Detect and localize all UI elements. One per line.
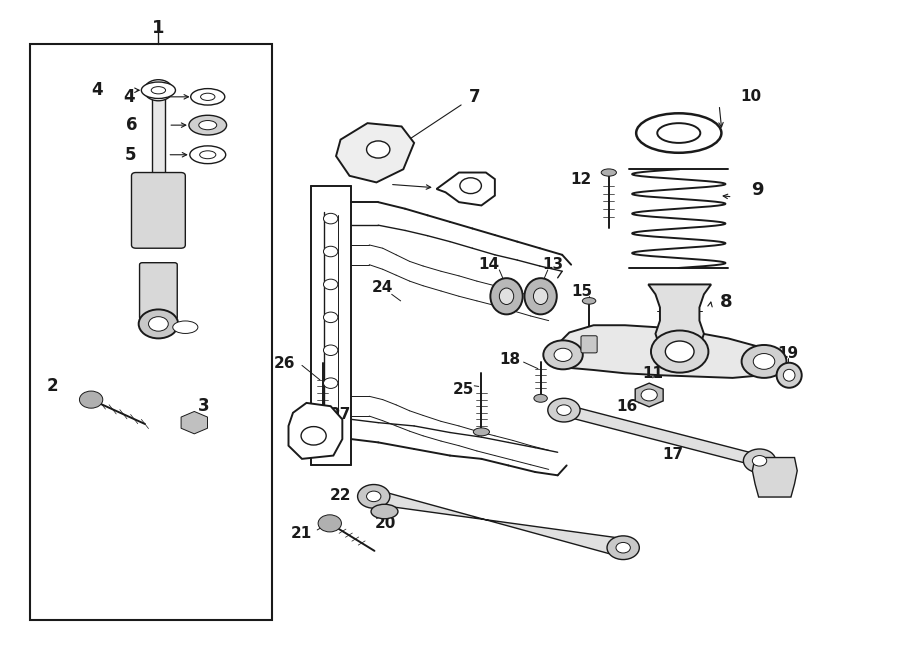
Circle shape (460, 178, 482, 194)
Text: 18: 18 (500, 352, 521, 367)
Ellipse shape (534, 395, 547, 403)
Ellipse shape (636, 113, 722, 153)
Polygon shape (564, 405, 760, 467)
Text: 27: 27 (330, 407, 351, 422)
Ellipse shape (201, 93, 215, 100)
FancyBboxPatch shape (152, 87, 165, 176)
Circle shape (357, 485, 390, 508)
Circle shape (742, 345, 787, 378)
Text: 10: 10 (740, 89, 761, 104)
Text: 16: 16 (616, 399, 637, 414)
FancyBboxPatch shape (140, 262, 177, 319)
Circle shape (665, 341, 694, 362)
FancyBboxPatch shape (581, 336, 597, 353)
Ellipse shape (190, 146, 226, 164)
Polygon shape (648, 284, 711, 347)
Text: 15: 15 (572, 284, 592, 299)
Circle shape (557, 405, 572, 415)
Ellipse shape (525, 278, 557, 315)
Polygon shape (289, 403, 342, 459)
Circle shape (554, 348, 572, 362)
Ellipse shape (491, 278, 523, 315)
Circle shape (144, 80, 173, 100)
Ellipse shape (191, 89, 225, 105)
Circle shape (323, 279, 338, 290)
Ellipse shape (500, 288, 514, 305)
Circle shape (323, 312, 338, 323)
Text: 28: 28 (363, 169, 384, 183)
Circle shape (743, 449, 776, 473)
Circle shape (323, 214, 338, 224)
Circle shape (641, 389, 657, 401)
Text: 6: 6 (126, 116, 137, 134)
Ellipse shape (141, 82, 176, 98)
Ellipse shape (657, 123, 700, 143)
Ellipse shape (200, 151, 216, 159)
Circle shape (752, 455, 767, 466)
Ellipse shape (783, 369, 795, 381)
Ellipse shape (473, 428, 490, 436)
Text: 2: 2 (47, 377, 58, 395)
Circle shape (544, 340, 583, 369)
Ellipse shape (314, 415, 330, 423)
Polygon shape (336, 123, 414, 182)
Circle shape (148, 317, 168, 331)
Circle shape (616, 543, 630, 553)
Circle shape (318, 515, 341, 532)
Circle shape (323, 247, 338, 256)
Ellipse shape (371, 504, 398, 519)
Text: 19: 19 (778, 346, 799, 361)
Text: 3: 3 (197, 397, 209, 415)
Circle shape (548, 399, 580, 422)
Text: 21: 21 (291, 525, 311, 541)
Polygon shape (555, 325, 778, 378)
Ellipse shape (199, 120, 217, 130)
Text: 7: 7 (469, 88, 481, 106)
FancyBboxPatch shape (30, 44, 273, 620)
Text: 13: 13 (543, 257, 563, 272)
Text: 26: 26 (274, 356, 295, 371)
Ellipse shape (151, 87, 166, 94)
Circle shape (607, 536, 639, 560)
Circle shape (323, 437, 338, 447)
Text: 11: 11 (643, 366, 663, 381)
Text: 8: 8 (720, 293, 733, 311)
Polygon shape (752, 457, 797, 497)
Text: 20: 20 (374, 516, 396, 531)
Text: 4: 4 (92, 81, 104, 99)
Circle shape (366, 141, 390, 158)
Circle shape (323, 378, 338, 389)
Text: 24: 24 (372, 280, 393, 295)
Ellipse shape (582, 297, 596, 304)
Text: 14: 14 (478, 257, 500, 272)
Text: 9: 9 (752, 180, 764, 199)
Polygon shape (369, 488, 627, 557)
Text: 25: 25 (453, 382, 474, 397)
Text: 4: 4 (123, 88, 135, 106)
Text: 22: 22 (329, 488, 351, 502)
Ellipse shape (189, 115, 227, 135)
Text: 17: 17 (662, 447, 683, 462)
Text: 1: 1 (152, 19, 165, 37)
Circle shape (323, 410, 338, 421)
Ellipse shape (777, 363, 802, 388)
Polygon shape (436, 173, 495, 206)
Text: 12: 12 (571, 172, 591, 186)
Ellipse shape (601, 169, 617, 176)
Circle shape (366, 491, 381, 502)
Text: 23: 23 (759, 477, 780, 491)
FancyBboxPatch shape (131, 173, 185, 249)
Circle shape (323, 345, 338, 356)
Circle shape (302, 426, 326, 445)
Text: 5: 5 (125, 146, 136, 164)
Ellipse shape (534, 288, 548, 305)
Circle shape (651, 330, 708, 373)
Circle shape (79, 391, 103, 408)
Ellipse shape (173, 321, 198, 333)
Circle shape (753, 354, 775, 369)
Circle shape (139, 309, 178, 338)
